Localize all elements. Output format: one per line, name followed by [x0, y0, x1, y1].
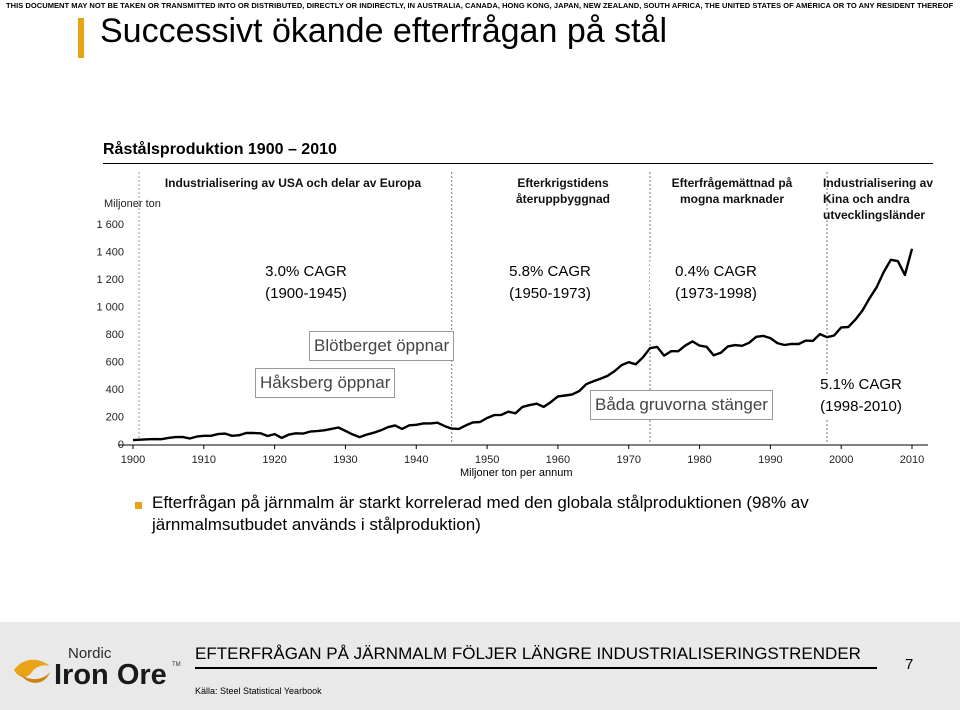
x-tick-label: 1900	[121, 454, 145, 466]
period-label-4: Industrialisering av Kina och andra utve…	[823, 176, 934, 222]
page-number: 7	[905, 656, 914, 673]
cagr-range-2: (1950-1973)	[509, 285, 591, 302]
cagr-rate-2: 5.8% CAGR	[509, 263, 591, 280]
y-tick-label: 1 400	[96, 247, 124, 259]
cagr-label-4: 5.1% CAGR (1998-2010)	[808, 374, 914, 418]
x-tick-label: 1940	[404, 454, 428, 466]
y-tick-label: 200	[106, 412, 124, 424]
cagr-label-1: 3.0% CAGR (1900-1945)	[240, 261, 372, 305]
x-tick-label: 1920	[262, 454, 286, 466]
period-label-1: Industrialisering av USA och delar av Eu…	[164, 176, 422, 190]
event-label-haksberg: Håksberg öppnar	[255, 368, 396, 398]
cagr-rate-3: 0.4% CAGR	[675, 263, 757, 280]
x-tick-label: 1970	[616, 454, 640, 466]
y-tick-label: 0	[118, 439, 124, 451]
period-label-2: Efterkrigstidens återuppbyggnad	[515, 176, 610, 206]
cagr-rate-4: 5.1% CAGR	[820, 376, 902, 393]
y-axis-unit: Miljoner ton	[104, 198, 161, 210]
footer-heading: EFTERFRÅGAN PÅ JÄRNMALM FÖLJER LÄNGRE IN…	[195, 644, 861, 663]
chart-title-rule	[103, 163, 933, 164]
nordic-iron-ore-logo: Nordic Iron Ore TM	[14, 645, 181, 691]
x-tick-label: 1980	[687, 454, 711, 466]
logo-text-main: Iron Ore	[54, 659, 167, 691]
cagr-label-2: 5.8% CAGR (1950-1973)	[484, 261, 616, 305]
y-tick-label: 800	[106, 329, 124, 341]
chart-title: Råstålsproduktion 1900 – 2010	[103, 141, 337, 158]
title-accent-bar	[78, 18, 84, 58]
x-tick-label: 2010	[900, 454, 924, 466]
cagr-range-1: (1900-1945)	[265, 285, 347, 302]
bullet-text-body: Efterfrågan på järnmalm är starkt korrel…	[152, 493, 809, 534]
footer-band	[0, 622, 960, 710]
logo-text-nordic: Nordic	[68, 645, 112, 662]
y-tick-label: 400	[106, 384, 124, 396]
event-label-blotberget: Blötberget öppnar	[309, 331, 455, 361]
y-tick-label: 600	[106, 357, 124, 369]
cagr-range-4: (1998-2010)	[820, 398, 902, 415]
disclaimer-text: THIS DOCUMENT MAY NOT BE TAKEN OR TRANSM…	[6, 1, 954, 10]
x-axis-label: Miljoner ton per annum	[460, 467, 573, 479]
x-tick-label: 1990	[758, 454, 782, 466]
x-tick-label: 2000	[829, 454, 853, 466]
cagr-label-3: 0.4% CAGR (1973-1998)	[650, 261, 782, 305]
footer-rule	[195, 667, 877, 669]
logo-text-tm: TM	[172, 662, 181, 668]
x-tick-label: 1910	[192, 454, 216, 466]
period-label-3: Efterfrågemättnad på mogna marknader	[671, 176, 793, 206]
series-line-steel-production	[132, 248, 914, 442]
cagr-rate-1: 3.0% CAGR	[265, 263, 347, 280]
cagr-range-3: (1973-1998)	[675, 285, 757, 302]
y-tick-label: 1 200	[96, 274, 124, 286]
bullet-text: Efterfrågan på järnmalm är starkt korrel…	[134, 492, 934, 536]
y-tick-label: 1 600	[96, 219, 124, 231]
x-tick-label: 1950	[475, 454, 499, 466]
event-label-closure: Båda gruvorna stänger	[590, 390, 773, 420]
logo-bird-icon	[14, 659, 50, 683]
source-note: Källa: Steel Statistical Yearbook	[195, 686, 322, 696]
page-title: Successivt ökande efterfrågan på stål	[100, 12, 667, 50]
x-tick-label: 1960	[546, 454, 570, 466]
y-tick-label: 1 000	[96, 302, 124, 314]
x-tick-label: 1930	[333, 454, 357, 466]
bullet-marker	[135, 502, 142, 509]
